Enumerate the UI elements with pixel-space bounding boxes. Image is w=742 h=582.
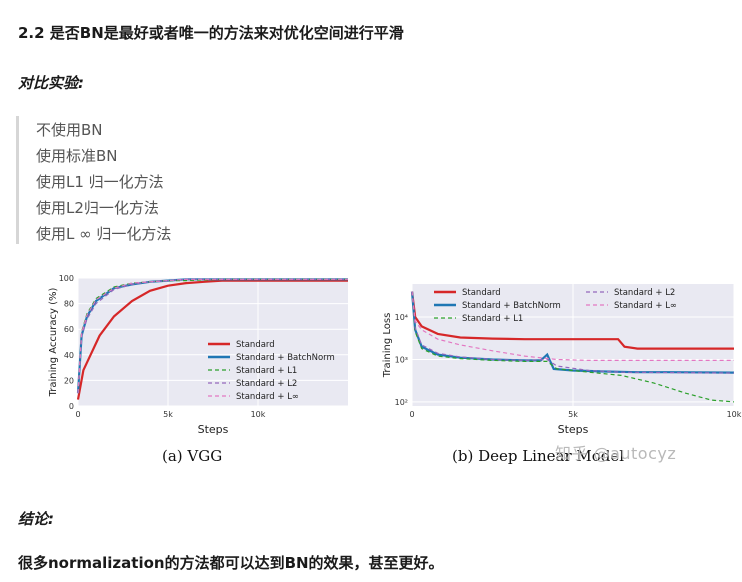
y-tick-label: 10³ — [395, 355, 408, 364]
legend-label-standard: Standard — [462, 288, 501, 298]
vgg-chart-svg: 0 5k 10k 0 20 40 60 80 100 Steps Training Accuracy… — [48, 274, 348, 436]
x-tick-label: 0 — [75, 410, 80, 419]
conclusion-text: 很多normalization的方法都可以达到BN的效果，甚至更好。 — [18, 554, 444, 572]
y-tick-label: 80 — [64, 300, 74, 309]
y-tick-label: 60 — [64, 325, 74, 334]
legend-label-batchnorm: Standard + BatchNorm — [236, 353, 335, 363]
y-tick-label: 10² — [395, 398, 408, 407]
blockquote-bar — [16, 116, 19, 244]
vgg-caption: (a) VGG — [162, 447, 223, 465]
y-tick-label: 10⁴ — [395, 313, 408, 322]
series-line-standard — [410, 291, 734, 350]
legend-label-linf: Standard + L∞ — [236, 392, 299, 402]
legend-label-standard: Standard — [236, 340, 275, 350]
vgg-chart: 0 5k 10k 0 20 40 60 80 100 Steps Training Accuracy… — [40, 268, 360, 447]
y-axis-label: Training Loss — [382, 313, 393, 379]
legend-label-l1: Standard + L1 — [236, 366, 297, 376]
legend-label-linf: Standard + L∞ — [614, 301, 677, 311]
experiment-item: 使用L1 归一化方法 — [36, 173, 164, 191]
y-tick-label: 20 — [64, 376, 74, 385]
conclusion-title: 结论: — [18, 510, 54, 528]
y-axis-label: Training Accuracy (%) — [48, 288, 59, 398]
x-axis-label: Steps — [558, 423, 589, 436]
y-tick-label: 100 — [59, 274, 74, 283]
x-tick-label: 10k — [727, 410, 742, 419]
x-tick-label: 0 — [409, 410, 414, 419]
y-tick-label: 0 — [69, 402, 74, 411]
series-line-standard — [76, 279, 348, 400]
series-line-l2 — [411, 291, 735, 374]
series-line-l1 — [411, 291, 735, 403]
deep-linear-caption: (b) Deep Linear Model — [452, 447, 625, 465]
deep-linear-chart: 0 5k 10k 10² 10³ 10⁴ Steps Training Loss Standar… — [372, 268, 742, 447]
x-tick-label: 5k — [163, 410, 173, 419]
y-tick-label: 40 — [64, 351, 74, 360]
plot-area — [78, 278, 348, 406]
x-tick-label: 10k — [251, 410, 266, 419]
experiment-item: 不使用BN — [36, 121, 103, 139]
experiment-title: 对比实验: — [18, 74, 84, 92]
experiment-item: 使用标准BN — [36, 147, 118, 165]
x-tick-label: 5k — [568, 410, 578, 419]
legend-label-l2: Standard + L2 — [614, 288, 675, 298]
deep-linear-chart-svg: 0 5k 10k 10² 10³ 10⁴ Steps Training Loss Standar… — [382, 284, 742, 436]
x-axis-label: Steps — [198, 423, 229, 436]
series-line-linf — [77, 278, 348, 394]
section-heading: 2.2 是否BN是最好或者唯一的方法来对优化空间进行平滑 — [18, 24, 404, 42]
legend-label-l2: Standard + L2 — [236, 379, 297, 389]
series-line-batchnorm — [410, 291, 735, 374]
series-line-linf — [411, 291, 734, 362]
series-line-l2 — [77, 278, 348, 394]
watermark: 知乎 @autocyz — [555, 444, 677, 463]
legend-label-batchnorm: Standard + BatchNorm — [462, 301, 561, 311]
experiment-item: 使用L2归一化方法 — [36, 199, 159, 217]
legend-label-l1: Standard + L1 — [462, 314, 523, 324]
experiment-item: 使用L ∞ 归一化方法 — [36, 225, 172, 243]
